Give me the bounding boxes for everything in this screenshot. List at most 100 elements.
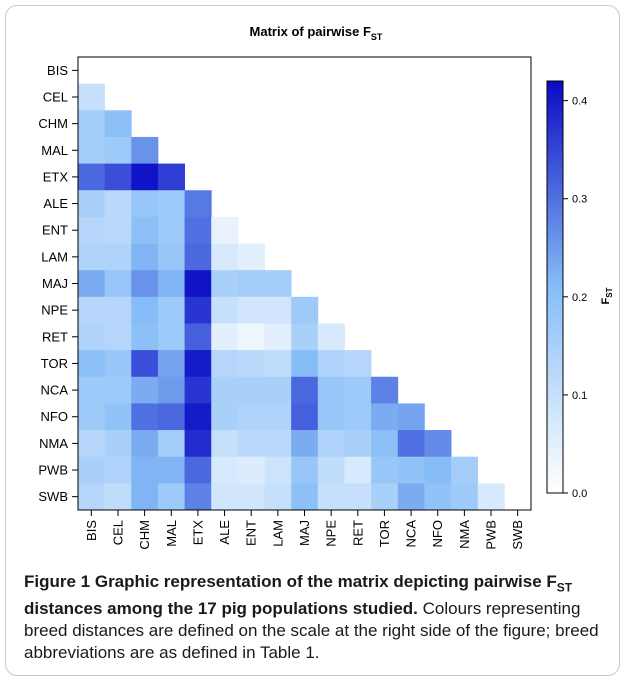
heatmap-cells: [78, 83, 505, 511]
heatmap-cell: [344, 430, 372, 458]
heatmap-cell: [237, 403, 265, 431]
heatmap-cell: [371, 376, 399, 404]
heatmap-cell: [78, 83, 106, 111]
heatmap-cell: [211, 350, 239, 378]
column-tick-label: MAJ: [297, 520, 312, 546]
heatmap-cell: [157, 243, 185, 271]
heatmap-cell: [104, 243, 132, 271]
heatmap-cell: [104, 350, 132, 378]
column-tick-label: BIS: [84, 520, 99, 541]
heatmap-cell: [104, 456, 132, 484]
column-tick-label: MAL: [164, 520, 179, 547]
heatmap-cell: [317, 350, 345, 378]
row-tick-label: CHM: [38, 116, 68, 131]
heatmap-cell: [237, 430, 265, 458]
heatmap-cell: [184, 216, 212, 244]
heatmap-cell: [78, 376, 106, 404]
scale-tick-label: 0.4: [572, 96, 587, 108]
heatmap-cell: [264, 296, 292, 324]
row-tick-label: CEL: [43, 89, 68, 104]
heatmap-cell: [184, 430, 212, 458]
heatmap-cell: [131, 243, 159, 271]
column-tick-label: CEL: [110, 520, 125, 545]
heatmap-cell: [78, 110, 106, 138]
row-tick-label: PWB: [38, 463, 68, 478]
column-tick-label: NPE: [324, 520, 339, 547]
heatmap-cell: [344, 350, 372, 378]
heatmap-cell: [104, 376, 132, 404]
heatmap-cell: [237, 350, 265, 378]
heatmap-cell: [131, 296, 159, 324]
heatmap-cell: [184, 190, 212, 218]
heatmap-cell: [211, 270, 239, 298]
heatmap-cell: [264, 270, 292, 298]
heatmap-cell: [157, 483, 185, 511]
chart-title: Matrix of pairwise FST: [250, 24, 383, 42]
scale-axis-label: FST: [600, 287, 614, 304]
caption-body: Colours representing breed distances are…: [24, 599, 599, 663]
heatmap-cell: [131, 190, 159, 218]
heatmap-cell: [371, 483, 399, 511]
heatmap-cell: [104, 430, 132, 458]
scale-tick-label: 0.3: [572, 194, 587, 206]
heatmap-cell: [78, 430, 106, 458]
heatmap-cell: [291, 403, 319, 431]
heatmap-cell: [104, 323, 132, 351]
heatmap-cell: [317, 323, 345, 351]
heatmap-cell: [264, 430, 292, 458]
heatmap-cell: [131, 350, 159, 378]
heatmap-cell: [451, 456, 479, 484]
column-tick-label: ETX: [190, 520, 205, 546]
scale-tick-label: 0.2: [572, 292, 587, 304]
heatmap-cell: [184, 296, 212, 324]
heatmap-cell: [237, 323, 265, 351]
heatmap-cell: [157, 296, 185, 324]
heatmap-cell: [424, 430, 452, 458]
row-tick-label: SWB: [38, 489, 68, 504]
row-tick-label: BIS: [47, 63, 68, 78]
heatmap-cell: [451, 483, 479, 511]
heatmap-cell: [78, 350, 106, 378]
heatmap-cell: [211, 483, 239, 511]
plot-border: [77, 56, 532, 511]
heatmap-cell: [397, 403, 425, 431]
row-tick-label: MAJ: [42, 276, 68, 291]
heatmap-cell: [104, 403, 132, 431]
heatmap-cell: [157, 216, 185, 244]
heatmap-cell: [184, 483, 212, 511]
row-tick-labels: BIS CEL CHM MAL ETX ALE ENT LAM MAJ NPE RET TOR NCA N…: [38, 63, 78, 504]
caption-heading: Figure 1 Graphic representation of the m…: [24, 572, 573, 619]
heatmap-cell: [104, 270, 132, 298]
heatmap-cell: [264, 456, 292, 484]
heatmap-cell: [317, 403, 345, 431]
heatmap-cell: [131, 216, 159, 244]
heatmap-cell: [184, 243, 212, 271]
heatmap-cell: [78, 403, 106, 431]
heatmap-cell: [291, 323, 319, 351]
heatmap-cell: [317, 483, 345, 511]
heatmap-cell: [264, 483, 292, 511]
heatmap-cell: [237, 243, 265, 271]
heatmap-cell: [131, 456, 159, 484]
heatmap-cell: [131, 376, 159, 404]
heatmap-cell: [264, 350, 292, 378]
heatmap-cell: [291, 483, 319, 511]
figure-caption: Figure 1 Graphic representation of the m…: [24, 571, 614, 664]
heatmap-cell: [157, 270, 185, 298]
heatmap-cell: [131, 163, 159, 191]
heatmap-cell: [237, 376, 265, 404]
heatmap-cell: [131, 136, 159, 164]
heatmap-cell: [291, 456, 319, 484]
color-scale-legend: 0.0 0.1 0.2 0.3 0.4 FST: [546, 80, 614, 500]
heatmap-cell: [104, 190, 132, 218]
heatmap-cell: [291, 430, 319, 458]
heatmap-cell: [317, 430, 345, 458]
heatmap-cell: [104, 163, 132, 191]
heatmap-cell: [157, 430, 185, 458]
heatmap-cell: [424, 456, 452, 484]
heatmap-cell: [157, 403, 185, 431]
heatmap-cell: [184, 403, 212, 431]
heatmap-cell: [78, 323, 106, 351]
heatmap-cell: [371, 403, 399, 431]
heatmap-cell: [104, 216, 132, 244]
